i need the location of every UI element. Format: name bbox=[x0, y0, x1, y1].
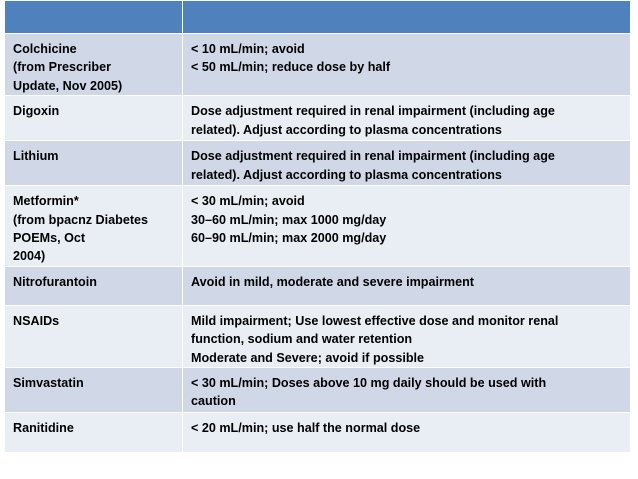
table-row: Ranitidine < 20 mL/min; use half the norm… bbox=[4, 412, 631, 454]
drug-name-cell: Lithium bbox=[4, 140, 183, 187]
dosing-note-line: 60–90 mL/min; max 2000 mg/day bbox=[191, 231, 387, 246]
dosing-note-cell: Avoid in mild, moderate and severe impai… bbox=[182, 265, 631, 306]
dosing-note-cell: Dose adjustment required in renal impair… bbox=[182, 95, 631, 142]
dosing-note-line: function, sodium and water retention bbox=[191, 332, 413, 347]
drug-name-line: 2004) bbox=[13, 249, 46, 264]
dosing-note-line: related). Adjust according to plasma con… bbox=[191, 122, 502, 137]
dosing-note-cell: < 10 mL/min; avoid < 50 mL/min; reduce do… bbox=[182, 32, 631, 97]
table-row: Metformin* (from bpacnz Diabetes POEMs, Oc… bbox=[4, 185, 631, 267]
table-row: Lithium Dose adjustment required in renal… bbox=[4, 140, 631, 187]
dosing-note-line: < 30 mL/min; Doses above 10 mg daily sho… bbox=[191, 376, 547, 391]
drug-name-cell: Metformin* (from bpacnz Diabetes POEMs, Oc… bbox=[4, 185, 183, 267]
dosing-note-line: Dose adjustment required in renal impair… bbox=[191, 104, 555, 119]
drug-name-line: NSAIDs bbox=[13, 313, 60, 328]
dosing-note-line: < 20 mL/min; use half the normal dose bbox=[191, 421, 421, 436]
table-row: Digoxin Dose adjustment required in renal… bbox=[4, 95, 631, 142]
drug-name-line: Update, Nov 2005) bbox=[13, 78, 123, 93]
drug-name-cell: Simvastatin bbox=[4, 367, 183, 414]
drug-name-cell: Colchicine (from Prescriber Update, Nov 20… bbox=[4, 32, 183, 97]
dosing-note-line: related). Adjust according to plasma con… bbox=[191, 167, 502, 182]
drug-name-cell: Ranitidine bbox=[4, 412, 183, 454]
dosing-note-line: < 50 mL/min; reduce dose by half bbox=[191, 60, 391, 75]
dosing-note-cell: < 30 mL/min; avoid 30–60 mL/min; max 1000… bbox=[182, 185, 631, 267]
drug-name-cell: Digoxin bbox=[4, 95, 183, 142]
table-row: NSAIDs Mild impairment; Use lowest effect… bbox=[4, 304, 631, 369]
table-row: Colchicine (from Prescriber Update, Nov 20… bbox=[4, 32, 631, 97]
dosing-note-cell: Dose adjustment required in renal impair… bbox=[182, 140, 631, 187]
dosing-note-line: 30–60 mL/min; max 1000 mg/day bbox=[191, 212, 387, 227]
dosing-note-line: Avoid in mild, moderate and severe impai… bbox=[191, 274, 474, 289]
drug-name-line: (from bpacnz Diabetes bbox=[13, 212, 149, 227]
drug-name-line: POEMs, Oct bbox=[13, 231, 86, 246]
dosing-note-cell: < 30 mL/min; Doses above 10 mg daily sho… bbox=[182, 367, 631, 414]
table-row: Nitrofurantoin Avoid in mild, moderate an… bbox=[4, 265, 631, 306]
drug-name-line: Simvastatin bbox=[13, 376, 84, 391]
drug-name-cell: NSAIDs bbox=[4, 304, 183, 369]
drug-name-line: (from Prescriber bbox=[13, 60, 111, 75]
dosing-note-line: caution bbox=[191, 394, 236, 409]
header-note-cell bbox=[182, 0, 631, 34]
dosing-note-line: Dose adjustment required in renal impair… bbox=[191, 149, 555, 164]
dosing-note-line: < 10 mL/min; avoid bbox=[191, 42, 305, 56]
dosing-note-line: Moderate and Severe; avoid if possible bbox=[191, 350, 425, 365]
dosing-note-cell: Mild impairment; Use lowest effective do… bbox=[182, 304, 631, 369]
drug-name-line: Lithium bbox=[13, 149, 59, 164]
drug-name-line: Metformin* bbox=[13, 194, 79, 209]
drug-name-line: Colchicine bbox=[13, 42, 77, 56]
dosing-note-cell: < 20 mL/min; use half the normal dose bbox=[182, 412, 631, 454]
header-drug-cell bbox=[4, 0, 183, 34]
table-header-row bbox=[4, 0, 631, 34]
drug-name-cell: Nitrofurantoin bbox=[4, 265, 183, 306]
dosing-note-line: < 30 mL/min; avoid bbox=[191, 194, 305, 209]
table-row: Simvastatin < 30 mL/min; Doses above 10 m… bbox=[4, 367, 631, 414]
dosing-note-line: Mild impairment; Use lowest effective do… bbox=[191, 313, 559, 328]
drug-name-line: Digoxin bbox=[13, 104, 60, 119]
drug-name-line: Ranitidine bbox=[13, 421, 74, 436]
drug-name-line: Nitrofurantoin bbox=[13, 274, 97, 289]
renal-dosing-table: Colchicine (from Prescriber Update, Nov 20… bbox=[4, 0, 631, 454]
